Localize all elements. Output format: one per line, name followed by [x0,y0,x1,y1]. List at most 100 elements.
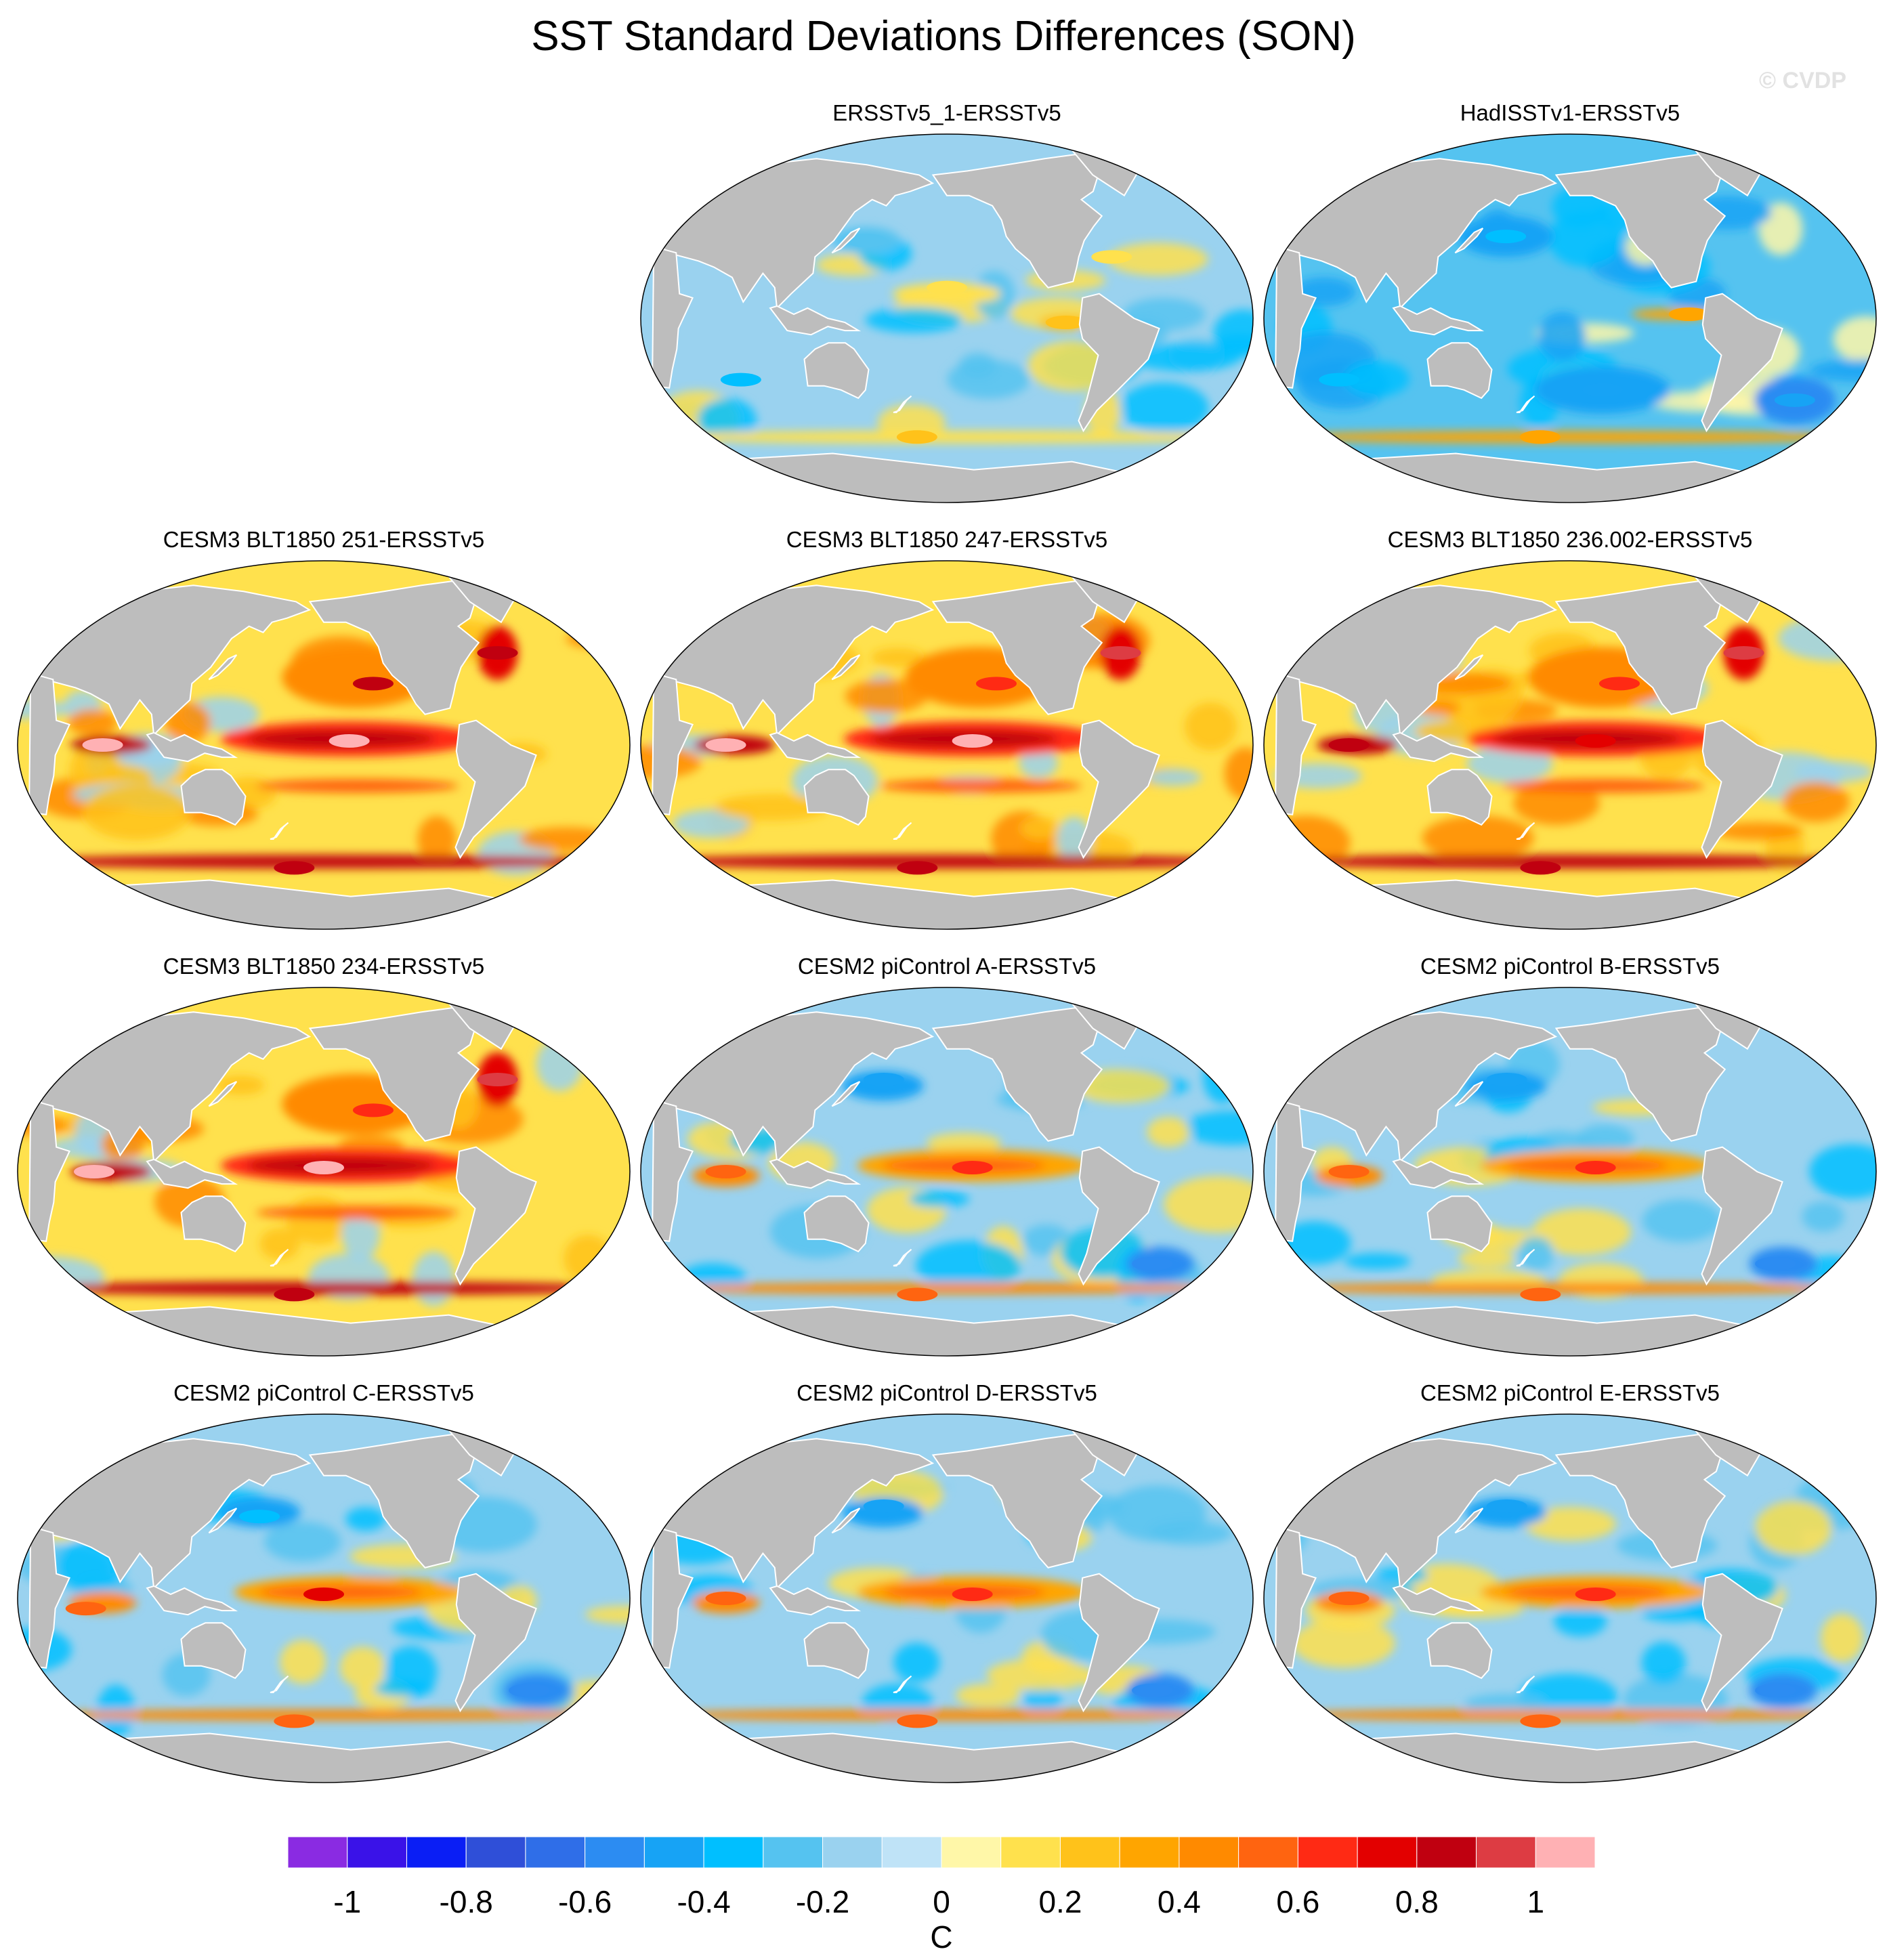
panel-title: CESM3 BLT1850 251-ERSSTv5 [163,527,485,552]
colorbar-tick-label: 1 [1527,1884,1544,1919]
ocean-anomaly-patch [259,1228,300,1260]
ocean-anomaly-patch [1164,1176,1253,1233]
anomaly-feature [328,733,370,748]
new-zealand-land [893,822,912,840]
map-outline [640,987,1254,1357]
anomaly-feature [1519,430,1561,444]
ocean-anomaly-patch [1344,1253,1411,1270]
new-zealand-land [1516,1676,1535,1693]
anomaly-feature [1668,307,1710,321]
north-america-land [308,1007,482,1142]
anomaly-feature [1582,383,1624,397]
colorbar-tick-label: -0.6 [558,1884,612,1919]
anomaly-feature [352,1103,394,1117]
colorbar-box [941,1836,1002,1869]
japan-land [831,1081,861,1107]
colorbar-box [1416,1836,1477,1869]
colorbar-box [822,1836,883,1869]
new-zealand-land [1516,1249,1535,1266]
colorbar-box [1476,1836,1536,1869]
ocean-anomaly-patch [83,784,192,840]
ocean-anomaly-patch [956,1684,1021,1707]
maritime-continent-land [146,731,238,763]
north-america-land [931,1007,1105,1142]
colorbar-tick-label: 0.4 [1158,1884,1201,1919]
anomaly-feature [1132,1257,1173,1271]
ocean-anomaly-patch [1183,1111,1253,1145]
ocean-anomaly-patch [412,1251,455,1307]
map [1263,133,1877,503]
australia-land [180,1195,247,1253]
ocean-anomaly-patch [566,629,630,649]
australia-land [1426,769,1493,826]
anomaly-feature [1575,1160,1616,1174]
map [640,133,1254,503]
ocean-anomaly-patch [417,815,457,864]
ocean-anomaly-patch [697,398,757,443]
panel-title: CESM2 piControl B-ERSSTv5 [1420,954,1720,979]
south-america-land [1078,719,1160,859]
south-america-land [454,1573,537,1713]
colorbar-frame [287,1836,1596,1869]
south-america-land [1701,293,1783,433]
ocean-anomaly-patch [1203,1052,1242,1104]
ocean-anomaly-patch [263,1521,341,1562]
ocean-anomaly-patch [1108,1485,1206,1541]
south-pacific-band [255,779,459,793]
australia-land [803,1622,870,1680]
eurasia-land [655,1011,935,1164]
south-america-land [1078,1146,1160,1286]
anomaly-feature [1575,733,1616,748]
anomaly-feature [1485,230,1527,244]
japan-land [831,1508,861,1534]
map-outline [17,560,631,930]
anomaly-feature [1045,316,1086,330]
colorbar-box [525,1836,586,1869]
anomaly-feature [303,1587,344,1601]
ocean-anomaly-patch [1422,815,1534,861]
south-america-land [1701,719,1783,859]
anomaly-feature [239,1510,280,1524]
anomaly-feature [477,646,518,660]
new-zealand-land [270,822,289,840]
ocean-anomaly-patch [1642,1199,1722,1242]
anomaly-feature [303,1160,344,1174]
ocean-anomaly-patch [845,679,928,713]
ocean-anomaly-patch [1523,1506,1617,1541]
southern-ocean-band [1264,1709,1876,1721]
south-america-land [1078,293,1160,433]
ocean-anomaly-patch [1778,615,1876,662]
ocean-anomaly-patch [1833,316,1876,363]
maritime-continent-land [1392,731,1485,763]
new-zealand-land [1516,822,1535,840]
anomaly-feature [1091,250,1132,264]
colorbar-box [881,1836,942,1869]
colorbar-tick-label: -1 [333,1884,361,1919]
ocean-anomaly-patch [1213,309,1253,357]
colorbar-box [763,1836,824,1869]
map-panel-hadisstv1: HadISSTv1-ERSSTv5 [1258,100,1882,507]
ocean-anomaly-patch [1714,822,1803,840]
eurasia-land [1278,584,1558,737]
south-pacific-band [255,1206,459,1220]
map-panel-cesm2-a: CESM2 piControl A-ERSSTv5 [635,954,1258,1360]
southern-ocean-band [1264,1283,1876,1294]
southern-ocean-band [641,431,1253,444]
japan-land [1454,654,1484,681]
map-outline [17,987,631,1357]
maritime-continent-land [1392,1158,1485,1189]
colorbar-box [1238,1836,1298,1869]
australia-land [1426,342,1493,400]
map-panel-cesm3-251: CESM3 BLT1850 251-ERSSTv5 [12,527,635,933]
anomaly-feature [720,372,761,387]
colorbar-tick-label: -0.8 [440,1884,493,1919]
north-america-land [931,580,1105,715]
ocean-anomaly-patch [1023,1683,1062,1713]
ocean-anomaly-patch [893,1642,940,1682]
south-america-land [454,1146,537,1286]
ocean-anomaly-patch [673,809,749,838]
anomaly-feature [1328,1165,1370,1178]
ocean-anomaly-patch [1794,761,1873,783]
japan-land [1454,228,1484,254]
anomaly-feature [477,1073,518,1086]
